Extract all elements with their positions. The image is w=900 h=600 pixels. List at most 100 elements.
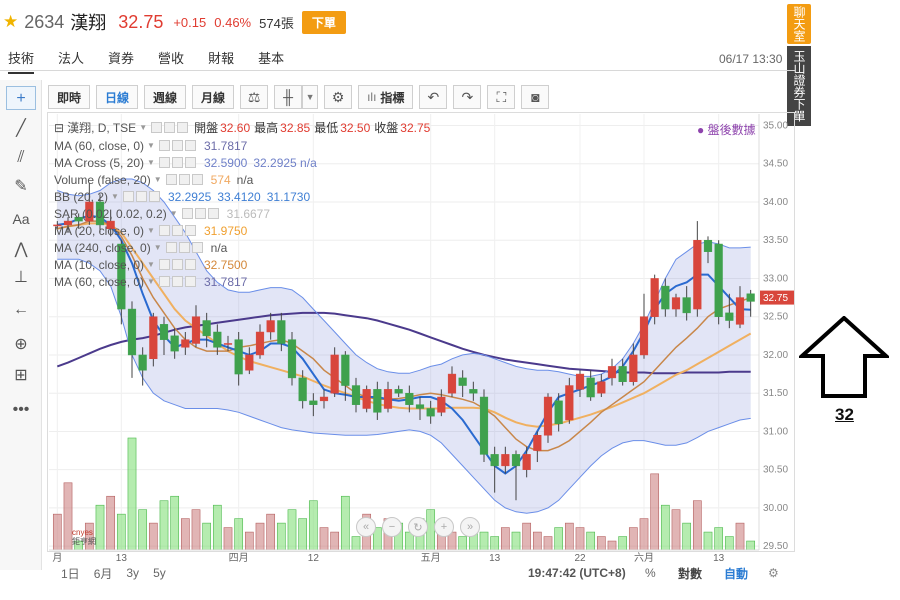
indicator-dropdown-icon[interactable]: ▼: [147, 158, 155, 167]
candlestick-chart[interactable]: 35.00 34.50 34.00 33.50 33.00 32.50 32.00 31.50…: [47, 112, 795, 564]
indicator-eye-icon[interactable]: [165, 242, 177, 253]
range-5y-button[interactable]: 5y: [153, 566, 166, 580]
indicator-close-icon[interactable]: [184, 157, 196, 168]
interval-monthly-button[interactable]: 月線: [192, 85, 235, 109]
log-scale-toggle[interactable]: 對數: [678, 566, 703, 581]
reset-zoom-icon[interactable]: ↻: [408, 517, 428, 537]
fibonacci-tool-icon[interactable]: ⫽: [17, 149, 25, 166]
indicator-settings-icon[interactable]: [178, 174, 190, 185]
indicator-settings-icon[interactable]: [171, 276, 183, 287]
indicator-settings-icon[interactable]: [171, 140, 183, 151]
indicator-name[interactable]: MA Cross (5, 20): [54, 155, 145, 170]
settings-gear-icon[interactable]: ⚙: [324, 85, 353, 109]
range-3y-button[interactable]: 3y: [126, 566, 140, 580]
indicator-dropdown-icon[interactable]: ▼: [153, 243, 162, 252]
zoom-in-icon[interactable]: ⊕: [14, 336, 28, 353]
ruler-icon[interactable]: ⊞: [14, 367, 28, 384]
indicator-eye-icon[interactable]: [158, 140, 170, 151]
chart-style-dropdown-icon[interactable]: ▼: [302, 85, 319, 109]
close-toggle-icon[interactable]: [177, 122, 189, 133]
tab-0[interactable]: 技術: [8, 48, 35, 74]
zoom-out-icon[interactable]: −: [382, 517, 402, 537]
tab-3[interactable]: 營收: [158, 51, 185, 66]
indicator-close-icon[interactable]: [207, 208, 219, 219]
indicator-name[interactable]: Volume (false, 20): [54, 172, 151, 187]
indicator-settings-icon[interactable]: [178, 242, 190, 253]
measure-tool-icon[interactable]: ⊥: [14, 269, 28, 286]
order-button[interactable]: 下單: [301, 10, 346, 34]
text-tool-icon[interactable]: Aa: [12, 211, 30, 227]
quote-header: ★ 2634 漢翔 32.75 +0.15 0.46% 574張 下單: [0, 8, 346, 36]
indicator-dropdown-icon[interactable]: ▼: [111, 192, 119, 201]
indicator-eye-icon[interactable]: [158, 259, 170, 270]
indicator-name[interactable]: MA (240, close, 0): [54, 240, 151, 255]
trendline-tool-icon[interactable]: ╱: [16, 120, 26, 137]
range-6m-button[interactable]: 6月: [93, 566, 113, 581]
indicator-settings-icon[interactable]: [135, 191, 147, 202]
indicator-name[interactable]: MA (60, close, 0): [54, 274, 145, 289]
indicator-eye-icon[interactable]: [158, 225, 170, 236]
symbol-dropdown-icon[interactable]: ▼: [139, 123, 148, 132]
indicator-close-icon[interactable]: [148, 191, 160, 202]
pattern-tool-icon[interactable]: ⋀: [14, 241, 28, 258]
indicator-dropdown-icon[interactable]: ▼: [147, 226, 155, 235]
indicator-close-icon[interactable]: [184, 140, 196, 151]
crosshair-tool-icon[interactable]: +: [6, 86, 36, 110]
indicator-settings-icon[interactable]: [171, 259, 183, 270]
indicator-eye-icon[interactable]: [158, 157, 170, 168]
redo-icon[interactable]: ↷: [453, 85, 482, 109]
scroll-right-icon[interactable]: »: [460, 517, 480, 537]
scroll-left-icon[interactable]: «: [356, 517, 376, 537]
candle-style-icon[interactable]: ╫: [274, 85, 303, 109]
range-1d-button[interactable]: 1日: [61, 566, 80, 581]
indicator-dropdown-icon[interactable]: ▼: [147, 260, 155, 269]
indicator-eye-icon[interactable]: [158, 276, 170, 287]
indicator-name[interactable]: MA (60, close, 0): [54, 138, 145, 153]
interval-weekly-button[interactable]: 週線: [144, 85, 187, 109]
indicator-settings-icon[interactable]: [171, 225, 183, 236]
tab-4[interactable]: 財報: [208, 51, 235, 66]
indicator-close-icon[interactable]: [191, 174, 203, 185]
after-hours-label[interactable]: ● 盤後數據: [697, 123, 756, 137]
indicator-settings-icon[interactable]: [194, 208, 206, 219]
bottom-settings-icon[interactable]: ⚙: [768, 566, 779, 580]
camera-icon[interactable]: ◙: [521, 85, 550, 109]
indicator-eye-icon[interactable]: [122, 191, 134, 202]
compare-scale-icon[interactable]: ⚖: [240, 85, 269, 109]
indicator-eye-icon[interactable]: [181, 208, 193, 219]
chat-room-tab[interactable]: 聊天室: [787, 4, 811, 44]
indicator-name[interactable]: MA (20, close, 0): [54, 223, 145, 238]
indicator-name[interactable]: MA (10, close, 0): [54, 257, 145, 272]
indicator-name[interactable]: SAR (0.02, 0.02, 0.2): [54, 206, 167, 221]
arrow-left-icon[interactable]: ←: [13, 301, 29, 318]
indicators-button[interactable]: ılı 指標: [358, 85, 414, 109]
legend-collapse-icon[interactable]: ⊟: [54, 120, 65, 135]
indicator-close-icon[interactable]: [191, 242, 203, 253]
indicator-dropdown-icon[interactable]: ▼: [153, 175, 162, 184]
x-tick-label: 月: [52, 552, 62, 564]
tab-1[interactable]: 法人: [58, 51, 85, 66]
indicator-close-icon[interactable]: [184, 276, 196, 287]
brush-tool-icon[interactable]: ✎: [14, 178, 28, 195]
indicator-close-icon[interactable]: [184, 259, 196, 270]
undo-icon[interactable]: ↶: [419, 85, 448, 109]
indicator-dropdown-icon[interactable]: ▼: [169, 209, 178, 218]
tab-2[interactable]: 資券: [108, 51, 135, 66]
fullscreen-icon[interactable]: ⛶: [487, 85, 516, 109]
percent-scale-toggle[interactable]: %: [645, 566, 656, 580]
interval-daily-button[interactable]: 日線: [96, 85, 139, 109]
auto-scale-toggle[interactable]: 自動: [724, 566, 749, 581]
indicator-close-icon[interactable]: [184, 225, 196, 236]
indicator-settings-icon[interactable]: [171, 157, 183, 168]
indicator-name[interactable]: BB (20, 2): [54, 189, 109, 204]
more-tools-icon[interactable]: •••: [12, 401, 30, 418]
favorite-star-icon[interactable]: ★: [3, 12, 19, 31]
settings-toggle-icon[interactable]: [164, 122, 176, 133]
indicator-dropdown-icon[interactable]: ▼: [147, 277, 155, 286]
indicator-eye-icon[interactable]: [165, 174, 177, 185]
tab-5[interactable]: 基本: [258, 51, 285, 66]
indicator-dropdown-icon[interactable]: ▼: [147, 141, 155, 150]
zoom-in-icon[interactable]: +: [434, 517, 454, 537]
interval-realtime-button[interactable]: 即時: [48, 85, 91, 109]
eye-toggle-icon[interactable]: [151, 122, 163, 133]
